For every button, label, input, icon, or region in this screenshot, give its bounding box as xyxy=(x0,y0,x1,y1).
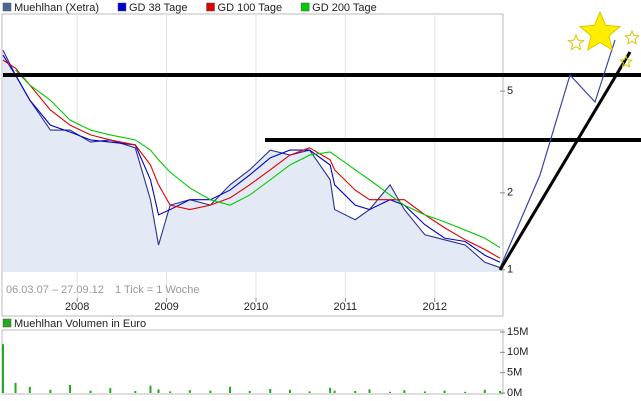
date-range: 06.03.07 – 27.09.12 xyxy=(6,284,104,296)
y-tick-label: 10M xyxy=(507,346,528,358)
star xyxy=(624,29,640,45)
volume-bar xyxy=(464,391,467,393)
volume-bar xyxy=(403,390,406,393)
volume-bar xyxy=(443,390,446,393)
volume-bar xyxy=(288,389,291,393)
legend-swatch xyxy=(206,2,215,12)
series-line xyxy=(2,49,501,269)
star xyxy=(578,10,622,52)
annotations xyxy=(3,39,641,271)
volume-bar xyxy=(308,391,311,393)
y-tick-label: 1 xyxy=(507,264,513,276)
legend-label: Muehlhan (Xetra) xyxy=(14,2,99,14)
series-line xyxy=(15,69,501,249)
series-line xyxy=(2,59,501,259)
volume-bar xyxy=(2,344,4,393)
volume-bar xyxy=(333,390,336,393)
drawn-trendline xyxy=(498,51,632,271)
volume-bar xyxy=(329,387,332,393)
tick-note: 1 Tick = 1 Woche xyxy=(115,284,199,296)
legend-swatch xyxy=(300,2,310,12)
legend-label: GD 38 Tage xyxy=(129,2,188,14)
drawn-forecast xyxy=(499,39,616,269)
y-tick-label: 5 xyxy=(507,85,513,97)
legend-swatch xyxy=(2,2,12,12)
volume-legend-swatch xyxy=(2,318,12,328)
volume-bar xyxy=(134,390,137,393)
volume-bar xyxy=(389,391,392,393)
volume-bar xyxy=(269,388,272,393)
volume-bar xyxy=(14,382,17,393)
legend-swatch xyxy=(117,2,127,12)
legend-label: GD 200 Tage xyxy=(312,2,377,14)
volume-bar xyxy=(354,390,357,393)
volume-bar xyxy=(89,390,92,393)
legend-label: GD 100 Tage xyxy=(218,2,283,14)
volume-bar xyxy=(229,386,232,393)
y-tick-label: 0M xyxy=(507,387,522,399)
volume-bar xyxy=(423,391,426,393)
volume-bar xyxy=(188,390,191,393)
x-tick-label: 2009 xyxy=(154,301,178,313)
volume-bar xyxy=(368,389,371,393)
x-tick-label: 2012 xyxy=(423,301,447,313)
x-tick-label: 2008 xyxy=(65,301,89,313)
x-tick-label: 2010 xyxy=(244,301,268,313)
y-tick-label: 2 xyxy=(507,187,513,199)
y-tick-label: 5M xyxy=(507,367,522,379)
volume-bar xyxy=(209,390,212,393)
volume-bar xyxy=(157,389,160,393)
price-area xyxy=(3,50,500,272)
series-line xyxy=(2,54,501,263)
star xyxy=(567,33,585,51)
x-tick-label: 2011 xyxy=(334,301,358,313)
volume-bar xyxy=(109,388,112,393)
volume-bar xyxy=(28,386,31,393)
volume-title: Muehlhan Volumen in Euro xyxy=(14,318,146,330)
volume-bar xyxy=(169,391,172,393)
volume-bar xyxy=(248,390,251,393)
volume-bar xyxy=(499,390,501,393)
star xyxy=(619,54,633,68)
volume-bar xyxy=(49,389,52,393)
y-tick-label: 15M xyxy=(507,326,528,338)
volume-bar xyxy=(149,385,152,393)
volume-bar xyxy=(483,389,486,393)
volume-panel xyxy=(1,329,504,395)
volume-bar xyxy=(69,384,72,393)
